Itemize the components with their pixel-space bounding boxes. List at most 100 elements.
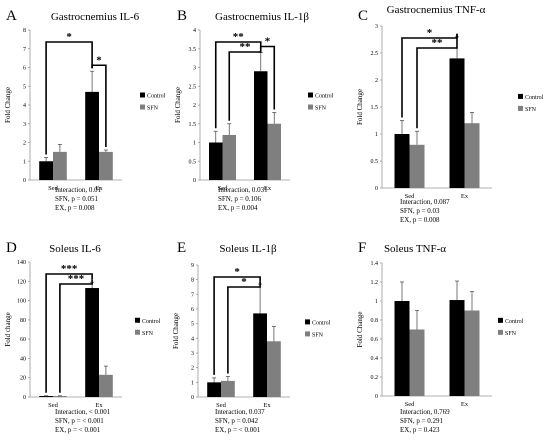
y-tick-label: 0: [375, 186, 378, 192]
legend-swatch-control: [135, 317, 140, 323]
bar-sed-control: [39, 161, 53, 180]
bar-sed-sfn: [409, 329, 425, 396]
y-tick-label: 1.2: [371, 280, 379, 286]
y-tick-label: 6: [23, 66, 26, 72]
legend-swatch-control: [308, 92, 313, 98]
y-tick-label: 100: [17, 299, 26, 305]
bar-sed-sfn: [221, 380, 235, 397]
legend-label-sfn: SFN: [312, 332, 324, 338]
y-tick-label: 3: [193, 66, 196, 72]
x-tick-label: Sed: [405, 193, 416, 200]
legend-label-control: Control: [147, 94, 166, 100]
y-tick-label: 0.6: [371, 337, 379, 343]
legend-swatch-sfn: [135, 329, 140, 335]
legend-label-sfn: SFN: [142, 331, 154, 337]
panel-b: B Gastrocnemius IL-1β 0 0.5 1 1.5 2 2.5 3 3.5 4 Fol…: [174, 8, 334, 212]
y-tick-label: 7: [23, 47, 26, 53]
y-axis-label: Fold Change: [172, 313, 180, 349]
bar-sed-sfn: [222, 135, 236, 180]
panel-letter: D: [6, 240, 17, 256]
panel-title: Gastrocnemius TNF-α: [387, 4, 486, 16]
y-tick-label: 4: [193, 28, 196, 34]
stats-line: EX, p = 0.008: [400, 216, 440, 224]
panel-letter: B: [177, 8, 187, 24]
significance-bracket: [259, 45, 276, 110]
panel-a: A Gastrocnemius IL-6 0 1 2 3 4 5 6 7 8 Fold Change S…: [4, 8, 166, 212]
panel-title: Gastrocnemius IL-6: [51, 11, 140, 23]
stats-line: SFN, p = 0.042: [215, 417, 259, 425]
stats-line: Interaction, 0.769: [400, 408, 450, 416]
stats-line: Interaction, 0.087: [400, 198, 450, 206]
bar-sed-sfn: [53, 396, 67, 397]
x-tick-label: Sed: [405, 401, 416, 408]
y-tick-label: 0.8: [371, 318, 379, 324]
y-tick-label: 9: [191, 263, 194, 269]
panel-title: Gastrocnemius IL-1β: [215, 11, 309, 23]
y-tick-label: 7: [191, 292, 194, 298]
significance-marker: ***: [68, 273, 85, 285]
significance-marker: *: [265, 36, 271, 48]
significance-bracket: [213, 276, 261, 375]
x-tick-label: Sed: [48, 402, 59, 409]
panel-d: D Soleus IL-6 0 20 40 60 80 100 120 140 Fold chang…: [4, 240, 161, 434]
bar-sed-sfn: [53, 151, 67, 180]
y-tick-label: 20: [20, 376, 26, 382]
y-tick-label: 0: [191, 395, 194, 401]
panel-letter: C: [358, 8, 368, 24]
legend-swatch-sfn: [140, 104, 145, 110]
significance-bracket: [228, 49, 262, 121]
y-tick-label: 1.5: [371, 105, 379, 111]
y-tick-label: 4: [23, 103, 26, 109]
x-tick-label: Ex: [263, 402, 271, 409]
x-tick-label: Sed: [48, 185, 59, 192]
bar-ex-control: [85, 91, 99, 180]
significance-marker: *: [234, 266, 240, 278]
y-axis-label: Fold Change: [174, 87, 182, 123]
legend-label-control: Control: [505, 319, 524, 325]
legend-swatch-control: [140, 92, 145, 98]
stats-line: EX, p = < 0.001: [215, 426, 261, 434]
legend-label-sfn: SFN: [525, 107, 537, 113]
stats-line: Interaction, 0.037: [215, 408, 265, 416]
y-tick-label: 5: [23, 84, 26, 90]
panel-letter: E: [177, 240, 186, 256]
bar-ex-control: [254, 71, 268, 180]
y-tick-label: 8: [191, 278, 194, 284]
x-tick-label: Ex: [95, 185, 103, 192]
legend-swatch-control: [305, 319, 310, 325]
bar-sed-sfn: [409, 144, 425, 188]
y-tick-label: 4: [191, 336, 194, 342]
significance-bracket: [416, 33, 458, 129]
x-tick-label: Ex: [264, 185, 272, 192]
y-axis-label: Fold Change: [4, 87, 12, 123]
x-tick-label: Sed: [218, 185, 229, 192]
y-tick-label: 120: [17, 279, 26, 285]
legend-swatch-sfn: [308, 104, 313, 110]
x-tick-label: Ex: [461, 193, 469, 200]
y-tick-label: 2: [23, 141, 26, 147]
stats-line: EX, p = 0.423: [400, 426, 440, 434]
panel-c: C Gastrocnemius TNF-α 0 0.5 1 1.5 2 2.5 3 Fold Ch…: [356, 4, 544, 224]
y-tick-label: 0.5: [371, 159, 379, 165]
stats-line: SFN, p = < 0.001: [55, 417, 104, 425]
y-tick-label: 2: [375, 78, 378, 84]
bar-ex-control: [449, 300, 465, 396]
bar-sed-control: [207, 382, 221, 397]
legend-swatch-control: [498, 317, 503, 323]
y-tick-label: 0: [193, 178, 196, 184]
panel-title: Soleus IL-6: [49, 243, 101, 255]
stats-line: EX, p = < 0.001: [55, 426, 101, 434]
y-tick-label: 1: [375, 132, 378, 138]
panel-title: Soleus TNF-α: [384, 243, 446, 255]
legend-label-control: Control: [142, 319, 161, 325]
panel-e: E Soleus IL-1β 0 1 2 3 4 5 6 7 8 9 Fold Change Sed Ex *…: [172, 240, 331, 434]
significance-marker: **: [233, 31, 245, 43]
y-tick-label: 1: [23, 159, 26, 165]
bar-ex-sfn: [267, 341, 281, 397]
legend-swatch-sfn: [498, 329, 503, 335]
y-tick-label: 2.5: [371, 51, 379, 57]
x-tick-label: Sed: [216, 402, 227, 409]
y-tick-label: 8: [23, 28, 26, 34]
panel-f: F Soleus TNF-α 0 0.2 0.4 0.6 0.8 1 1.2 1.4 Fold Ch…: [356, 240, 524, 434]
significance-bracket: [91, 64, 107, 147]
